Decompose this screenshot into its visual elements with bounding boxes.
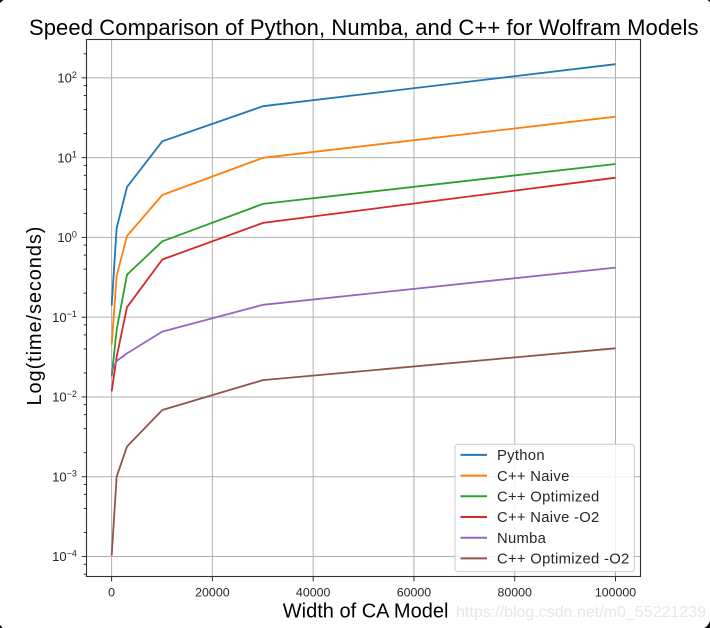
svg-text:10−1: 10−1 [52,309,77,325]
svg-text:100: 100 [57,229,76,245]
svg-text:20000: 20000 [195,585,230,599]
svg-text:100000: 100000 [595,585,636,599]
svg-text:C++ Naive -O2: C++ Naive -O2 [497,510,600,526]
svg-text:10−4: 10−4 [52,549,77,565]
svg-text:101: 101 [57,150,76,166]
svg-text:Numba: Numba [497,531,547,547]
svg-text:102: 102 [57,70,76,86]
svg-text:10−3: 10−3 [52,469,77,485]
svg-text:https://blog.csdn.net/m0_55221: https://blog.csdn.net/m0_55221239 [456,604,706,621]
svg-text:C++ Naive: C++ Naive [497,469,570,485]
svg-text:Log(time/seconds): Log(time/seconds) [24,226,46,406]
svg-text:80000: 80000 [497,585,532,599]
svg-text:60000: 60000 [397,585,432,599]
svg-text:C++ Optimized: C++ Optimized [497,490,600,506]
svg-text:10−2: 10−2 [52,389,77,405]
svg-text:40000: 40000 [296,585,331,599]
svg-text:0: 0 [108,585,115,599]
svg-text:Speed Comparison of Python, Nu: Speed Comparison of Python, Numba, and C… [29,15,699,40]
svg-text:Width of CA Model: Width of CA Model [283,600,449,622]
svg-text:Python: Python [497,448,545,464]
svg-text:C++ Optimized -O2: C++ Optimized -O2 [497,552,630,568]
